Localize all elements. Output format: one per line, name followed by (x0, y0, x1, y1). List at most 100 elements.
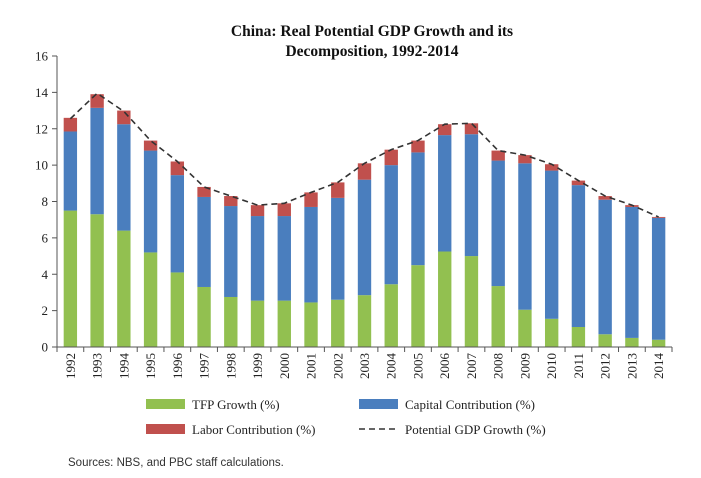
legend-label-tfp: TFP Growth (%) (192, 397, 280, 412)
bar-tfp-2005 (411, 265, 425, 347)
bar-capital-1993 (90, 107, 104, 215)
y-tick-label: 2 (42, 303, 49, 318)
x-tick-label: 2012 (598, 353, 613, 379)
potential-gdp-line (69, 92, 659, 218)
bar-tfp-2006 (438, 251, 452, 347)
bar-labor-2014 (651, 216, 666, 218)
bar-capital-2000 (277, 216, 291, 301)
bar-tfp-2003 (357, 295, 372, 347)
bar-tfp-1999 (250, 300, 265, 347)
y-tick-label: 10 (35, 158, 48, 173)
bar-labor-2009 (518, 155, 532, 164)
legend-swatch-capital (359, 399, 398, 409)
x-tick-label: 1996 (170, 353, 185, 380)
bar-capital-1994 (117, 124, 131, 231)
bar-tfp-2014 (651, 339, 666, 347)
bar-capital-1998 (224, 206, 238, 297)
bar-labor-2006 (438, 124, 452, 136)
bar-tfp-1998 (224, 296, 238, 347)
bar-labor-2013 (625, 205, 639, 207)
bar-tfp-1997 (197, 286, 211, 347)
bar-tfp-1994 (117, 230, 131, 347)
legend-label-potential: Potential GDP Growth (%) (405, 422, 546, 437)
bar-capital-2014 (651, 217, 666, 340)
legend: TFP Growth (%) Capital Contribution (%) … (146, 397, 546, 437)
bar-labor-1997 (197, 186, 211, 197)
x-tick-label: 1998 (223, 353, 238, 379)
bar-capital-1992 (63, 131, 78, 211)
bar-tfp-1992 (63, 210, 78, 347)
bar-labor-1992 (63, 117, 78, 132)
bar-labor-2007 (464, 123, 479, 135)
bar-capital-2006 (438, 135, 452, 252)
x-tick-label: 2004 (384, 353, 399, 380)
x-tick-label: 2011 (571, 353, 586, 379)
bar-labor-1993 (90, 94, 104, 108)
bar-labor-2008 (491, 150, 505, 161)
y-tick-label: 12 (35, 121, 48, 136)
x-tick-label: 2000 (277, 353, 292, 379)
x-tick-label: 1992 (63, 353, 78, 379)
x-tick-label: 2013 (624, 353, 639, 379)
x-tick-label: 1999 (250, 353, 265, 379)
x-tick-label: 1994 (116, 353, 131, 380)
bar-tfp-2011 (571, 326, 586, 347)
y-tick-label: 14 (35, 85, 49, 100)
bar-tfp-2013 (625, 337, 639, 347)
bar-capital-2012 (598, 199, 612, 335)
legend-swatch-tfp (146, 399, 185, 409)
bar-labor-2003 (357, 163, 372, 180)
x-tick-label: 2007 (464, 353, 479, 380)
bar-capital-2013 (625, 206, 639, 338)
bar-labor-2004 (384, 149, 398, 166)
y-tick-label: 0 (42, 340, 49, 355)
x-tick-label: 2010 (544, 353, 559, 379)
y-axis: 0 2 4 6 8 10 12 14 16 (35, 49, 58, 355)
bar-capital-2009 (518, 163, 532, 310)
bar-capital-1997 (197, 196, 211, 287)
potential-gdp-line-path (69, 92, 659, 218)
bar-labor-1996 (170, 161, 185, 176)
y-tick-label: 4 (42, 267, 49, 282)
bar-labor-2000 (277, 203, 291, 217)
x-tick-label: 1995 (143, 353, 158, 379)
bar-capital-2008 (491, 160, 505, 287)
bar-labor-1999 (250, 205, 265, 217)
x-tick-label: 2001 (304, 353, 319, 379)
bar-tfp-2001 (304, 302, 318, 347)
bar-tfp-1995 (143, 252, 158, 347)
bars (63, 94, 666, 347)
bar-capital-2004 (384, 165, 398, 285)
bar-labor-2011 (571, 180, 586, 186)
bar-labor-2002 (331, 182, 345, 198)
y-tick-label: 16 (35, 49, 49, 64)
bar-tfp-1993 (90, 214, 104, 347)
bar-tfp-1996 (170, 272, 185, 347)
bar-capital-2003 (357, 179, 372, 296)
bar-labor-1998 (224, 196, 238, 207)
chart-title-line-2: Decomposition, 1992-2014 (285, 43, 458, 60)
y-tick-label: 6 (42, 230, 49, 245)
bar-labor-2005 (411, 140, 425, 153)
x-tick-label: 2003 (357, 353, 372, 379)
x-tick-label: 1993 (90, 353, 105, 379)
bar-capital-2005 (411, 152, 425, 266)
bar-capital-1995 (143, 150, 158, 253)
x-tick-label: 2002 (330, 353, 345, 379)
bar-tfp-2008 (491, 286, 505, 347)
x-tick-label: 2008 (491, 353, 506, 379)
x-tick-label: 2009 (517, 353, 532, 379)
bar-labor-2001 (304, 192, 318, 207)
legend-label-capital: Capital Contribution (%) (405, 397, 535, 412)
bar-capital-2010 (544, 170, 559, 319)
bar-tfp-2002 (331, 299, 345, 347)
bar-capital-2007 (464, 134, 479, 257)
x-tick-label: 1997 (197, 353, 212, 380)
x-tick-label: 2005 (410, 353, 425, 379)
bar-labor-2012 (598, 196, 612, 200)
chart-title-line-1: China: Real Potential GDP Growth and its (231, 23, 513, 40)
bar-tfp-2007 (464, 256, 479, 347)
bar-capital-1996 (170, 175, 185, 273)
bar-capital-2002 (331, 197, 345, 300)
bar-capital-2011 (571, 185, 586, 327)
